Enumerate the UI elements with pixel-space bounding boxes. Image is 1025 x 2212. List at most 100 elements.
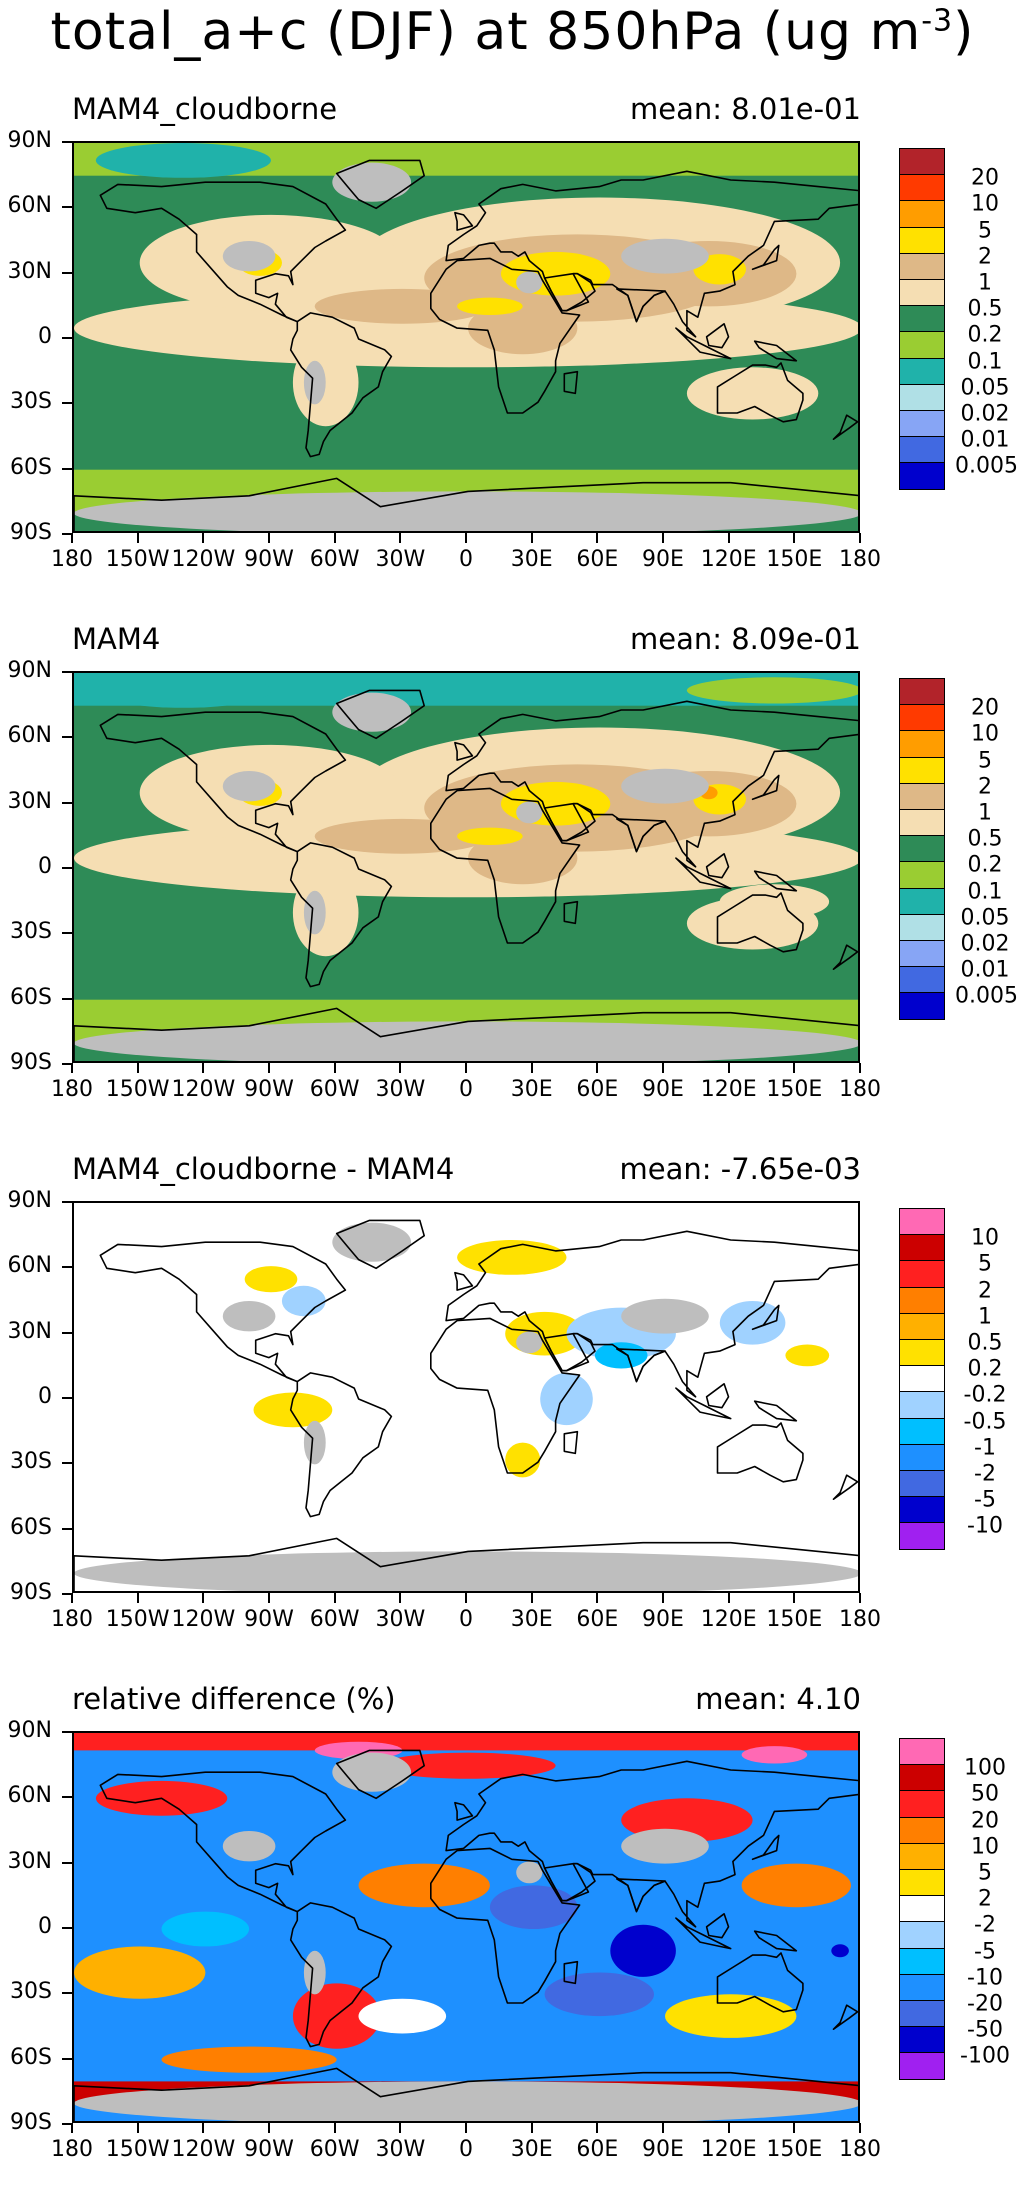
missing-data-region [222, 1301, 276, 1332]
missing-data-regions [74, 162, 858, 531]
coastline-africa [430, 1317, 581, 1474]
longitude-tick [465, 2123, 467, 2133]
latitude-tick-label: 90N [7, 128, 52, 153]
colorbar-tick-label: 2 [978, 244, 992, 270]
longitude-tick [530, 1593, 533, 1603]
longitude-tick [202, 1063, 205, 1073]
colorbar-tick-label: -100 [960, 2043, 1010, 2069]
colorbar-tick-label: 0.1 [967, 879, 1003, 905]
latitude-tick-label: 90S [10, 1050, 52, 1075]
coastline-africa [430, 787, 581, 944]
colorbar-swatch [900, 1523, 944, 1550]
latitude-tick-label: 60S [10, 1514, 52, 1540]
longitude-tick [136, 1593, 139, 1603]
shaded-field [74, 143, 858, 531]
longitude-tick-label: 90W [244, 1607, 294, 1632]
coastline-japan [751, 244, 780, 271]
longitude-tick-label: 150E [766, 2137, 823, 2162]
latitude-tick-label: 60S [10, 2044, 52, 2070]
missing-data-region [621, 238, 709, 274]
latitude-tick-label: 30N [7, 788, 52, 814]
colorbar-swatch [900, 384, 944, 411]
coastline-arabia [543, 272, 596, 312]
longitude-tick [465, 1063, 467, 1073]
colorbar-swatch [900, 1392, 944, 1419]
colorbar-swatch [900, 175, 944, 202]
longitude-tick [793, 533, 796, 543]
colorbar-tick-label: 1 [978, 800, 992, 826]
title-close: ) [953, 2, 975, 62]
colorbar-tick-label: 10 [971, 191, 999, 217]
title-exponent: -3 [921, 3, 954, 39]
colorbar-swatch [900, 1444, 944, 1471]
colorbar-tick-label: 2 [978, 1886, 992, 1912]
panel-mean: mean: 8.01e-01 [629, 92, 861, 126]
latitude-tick-label: 60N [7, 1253, 52, 1279]
coastline-japan [751, 774, 780, 801]
positive-anomaly [505, 1442, 541, 1478]
colorbar-swatch [900, 1287, 944, 1314]
coastline-southAmerica [289, 842, 393, 988]
colorbar-tick-label: 10 [971, 1225, 999, 1251]
map-panel-3: MAM4_cloudborne - MAM4 mean: -7.65e-03 90N… [0, 1152, 1025, 1682]
coastline-eurasia [445, 1230, 858, 1398]
coastline-india [616, 818, 666, 853]
colorbar-swatch [900, 1366, 944, 1393]
coastline-india [616, 1878, 666, 1913]
colorbar-swatch [900, 1948, 944, 1975]
longitude-tick [727, 2123, 730, 2133]
colorbar-tick-label: 0.05 [960, 905, 1010, 931]
coastline-australia [716, 362, 804, 423]
colorbar-swatch [900, 1497, 944, 1524]
australia-shading [719, 884, 830, 920]
colorbar-tick-label: 0.01 [960, 957, 1010, 983]
longitude-tick [202, 2123, 205, 2133]
colorbar-tick-label: -10 [967, 1965, 1003, 1991]
shaded-field [74, 1203, 858, 1591]
colorbar-tick-label: 1 [978, 1304, 992, 1330]
coastline-png [753, 870, 798, 892]
colorbar-swatch [900, 1261, 944, 1288]
latitude-tick [62, 337, 72, 339]
longitude-tick-label: 60E [576, 1077, 619, 1102]
latitude-tick [62, 1731, 72, 1733]
longitude-tick-label: 0 [459, 1077, 473, 1102]
latitude-tick [62, 1266, 72, 1269]
longitude-tick-label: 90W [244, 2137, 294, 2162]
latitude-tick-label: 90N [7, 1188, 52, 1213]
colorbar-swatch [900, 410, 944, 438]
missing-data-region [222, 771, 276, 802]
coastline-uk [454, 1271, 474, 1291]
longitude-tick [859, 1063, 861, 1073]
arctic-shading [95, 143, 271, 178]
coastline-japan [751, 1834, 780, 1861]
longitude-tick-label: 180 [51, 2137, 93, 2162]
longitude-tick [530, 1063, 533, 1073]
coastline-indonesia [675, 857, 732, 890]
latitude-tick-label: 0 [38, 1914, 52, 1939]
latitude-tick-label: 90N [7, 658, 52, 683]
colorbar-swatch [900, 1922, 944, 1949]
longitude-tick [596, 1063, 599, 1073]
longitude-tick-label: 60E [576, 2137, 619, 2162]
colorbar-swatch [900, 1313, 944, 1340]
colorbar-swatch [900, 2000, 944, 2028]
missing-data-region [621, 1828, 709, 1864]
latitude-tick [62, 1927, 72, 1929]
longitude-tick [727, 533, 730, 543]
longitude-tick-label: 30W [375, 2137, 426, 2162]
longitude-tick-label: 180 [839, 2137, 881, 2162]
coastline-india [616, 288, 666, 323]
colorbar-tick-label: 20 [971, 165, 999, 191]
longitude-tick [530, 533, 533, 543]
missing-data-region [303, 1420, 326, 1465]
coastline-arabia [543, 1862, 596, 1902]
relative-difference-region [161, 1911, 250, 1947]
coastline-japan [751, 1304, 780, 1331]
colorbar-tick-label: 5 [978, 1860, 992, 1886]
longitude-tick [662, 533, 664, 543]
colorbar-tick-label: 0.01 [960, 427, 1010, 453]
title-text: total_a+c (DJF) at 850hPa (ug m [50, 2, 922, 62]
missing-data-region [516, 271, 543, 294]
missing-data-regions [74, 1752, 858, 2121]
